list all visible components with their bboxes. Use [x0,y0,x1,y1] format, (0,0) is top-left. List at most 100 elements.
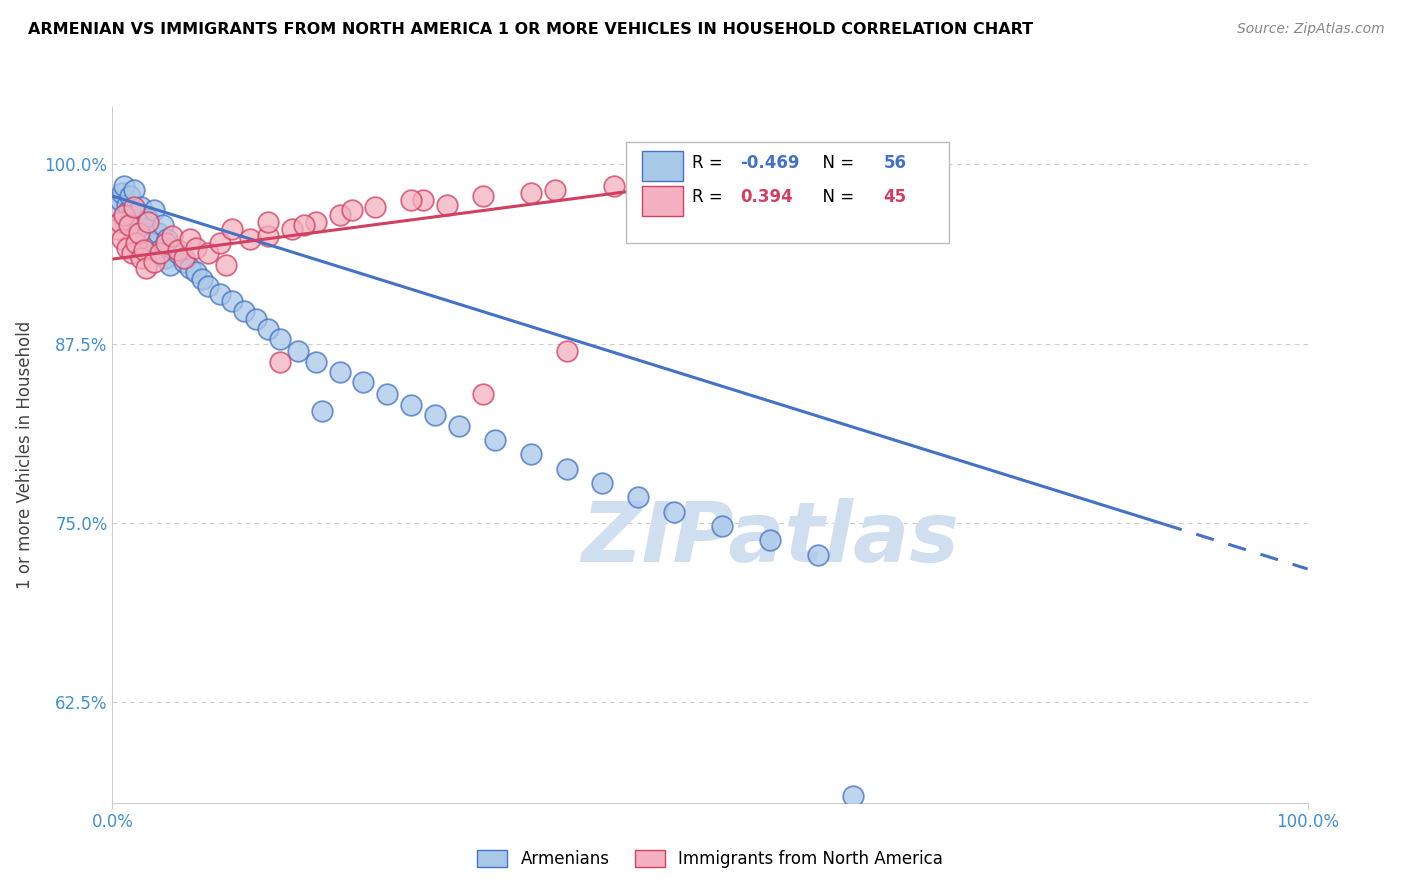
Point [135,260,157,275]
Point [105,222,128,236]
Point [257,322,280,336]
Point [122,183,145,197]
Point [281,222,304,236]
Point [179,232,201,246]
Point [118,218,141,232]
Point [269,355,291,369]
Point [191,272,214,286]
Point [627,490,650,504]
Point [412,194,434,208]
Point [114,211,135,226]
Point [108,215,131,229]
Point [304,355,326,369]
Text: R =: R = [692,153,728,171]
Point [591,475,613,490]
Point [257,229,280,244]
Text: R =: R = [692,188,734,206]
Text: 56: 56 [883,153,907,171]
Point [186,241,208,255]
Point [115,197,138,211]
Point [149,244,172,258]
Point [603,178,626,193]
Point [208,236,231,251]
Point [186,265,208,279]
Point [146,227,169,241]
Point [287,343,309,358]
Point [520,447,543,461]
Point [311,404,333,418]
Point [377,387,399,401]
Point [208,286,231,301]
Text: N =: N = [811,153,859,171]
Point [105,201,128,215]
Point [711,519,734,533]
Point [447,418,470,433]
Point [664,505,686,519]
Point [132,244,155,258]
Text: -0.469: -0.469 [740,153,800,171]
Point [121,246,143,260]
Point [759,533,782,548]
Text: ARMENIAN VS IMMIGRANTS FROM NORTH AMERICA 1 OR MORE VEHICLES IN HOUSEHOLD CORREL: ARMENIAN VS IMMIGRANTS FROM NORTH AMERIC… [28,22,1033,37]
Point [555,461,578,475]
Point [328,366,352,380]
Text: 45: 45 [883,188,907,206]
Point [128,227,150,241]
Point [197,279,219,293]
Point [162,241,183,255]
Point [401,399,423,413]
Point [484,433,506,447]
Point [197,246,219,260]
Point [138,215,160,229]
Point [122,201,145,215]
Point [108,194,131,208]
Point [155,236,177,251]
Point [159,258,181,272]
Text: N =: N = [811,188,859,206]
Point [149,246,172,260]
Point [340,203,363,218]
Point [129,251,152,265]
Point [129,201,152,215]
Y-axis label: 1 or more Vehicles in Household: 1 or more Vehicles in Household [15,321,34,589]
Point [543,183,565,197]
Point [232,303,256,318]
FancyBboxPatch shape [643,186,682,216]
Point [292,218,315,232]
Point [125,215,148,229]
Point [120,189,142,203]
Point [472,189,495,203]
Point [143,203,166,218]
Point [304,215,326,229]
Point [436,197,458,211]
Point [162,229,183,244]
Point [221,293,243,308]
Point [143,255,166,269]
Point [257,215,280,229]
Point [352,376,374,390]
Point [555,343,578,358]
Point [139,236,162,251]
Point [135,229,157,244]
Point [138,211,160,226]
Point [118,203,141,218]
Point [114,178,135,193]
Point [128,218,150,232]
Point [245,312,267,326]
Text: Source: ZipAtlas.com: Source: ZipAtlas.com [1237,22,1385,37]
Point [125,236,148,251]
Point [167,246,190,260]
Text: 0.394: 0.394 [740,188,793,206]
Point [132,222,155,236]
FancyBboxPatch shape [643,151,682,181]
Point [173,251,195,265]
Point [520,186,543,200]
Point [114,208,135,222]
Point [152,218,174,232]
Point [179,260,201,275]
Point [221,222,243,236]
Point [472,387,495,401]
Point [111,232,134,246]
Point [156,232,179,246]
Point [167,244,190,258]
